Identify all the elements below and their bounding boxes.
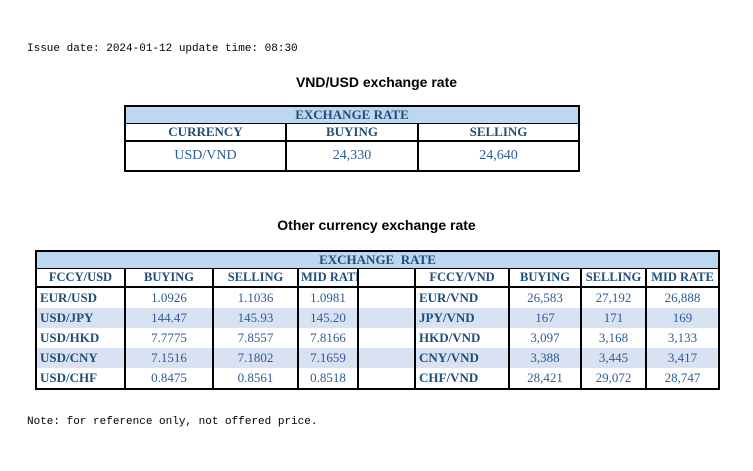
currency-pair-cell: HKD/VND [414,328,510,348]
note-line: Note: for reference only, not offered pr… [27,416,318,428]
buying-rate-cell: 167 [508,308,582,328]
selling-rate-cell: 0.8561 [212,368,299,390]
currency-pair-cell: CNY/VND [414,348,510,368]
buying-rate-cell: 3,388 [508,348,582,368]
currency-pair-cell: USD/CHF [35,368,126,390]
currency-pair-cell: USD/CNY [35,348,126,368]
col-header-buying-left: BUYING [124,268,214,288]
table-row: EUR/USD 1.0926 1.1036 1.0981 EUR/VND 26,… [35,287,721,308]
spacer-header-cell [357,268,416,288]
spacer-cell [357,348,416,368]
spacer-cell [357,287,416,308]
other-rates-table: EXCHANGE RATE FCCY/USD BUYING SELLING MI… [34,250,721,390]
selling-rate-cell: 24,640 [417,140,580,172]
banner-row: EXCHANGE RATE [34,250,721,269]
header-row: CURRENCY BUYING SELLING [124,123,580,142]
mid-rate-cell: 3,133 [644,328,721,348]
buying-rate-cell: 1.0926 [124,287,214,308]
mid-rate-cell: 7.1659 [297,348,359,368]
col-header-buying: BUYING [285,123,419,142]
buying-rate-cell: 7.1516 [124,348,214,368]
mid-rate-cell: 28,747 [644,368,721,390]
spacer-cell [357,328,416,348]
col-header-fccy-usd: FCCY/USD [35,268,126,288]
mid-rate-cell: 145.20 [297,308,359,328]
mid-rate-cell: 3,417 [644,348,721,368]
buying-rate-cell: 24,330 [285,140,419,172]
currency-pair-cell: EUR/USD [35,287,126,308]
selling-rate-cell: 7.1802 [212,348,299,368]
issue-date-line: Issue date: 2024-01-12 update time: 08:3… [27,43,298,55]
exchange-rate-banner: EXCHANGE RATE [124,105,580,124]
table-row: USD/VND 24,330 24,640 [124,140,580,172]
currency-pair-cell: CHF/VND [414,368,510,390]
usd-table-title: VND/USD exchange rate [295,74,458,90]
col-header-midrate-right: MID RATE [644,268,721,288]
buying-rate-cell: 26,583 [508,287,582,308]
header-row: FCCY/USD BUYING SELLING MID RATE FCCY/VN… [35,268,721,288]
col-header-selling-left: SELLING [212,268,299,288]
currency-pair-cell: JPY/VND [414,308,510,328]
spacer-cell [357,368,416,390]
col-header-selling-right: SELLING [580,268,647,288]
col-header-fccy-vnd: FCCY/VND [414,268,510,288]
col-header-buying-right: BUYING [508,268,582,288]
selling-rate-cell: 3,445 [580,348,647,368]
table-row: USD/CNY 7.1516 7.1802 7.1659 CNY/VND 3,3… [35,348,721,368]
buying-rate-cell: 28,421 [508,368,582,390]
mid-rate-cell: 169 [644,308,721,328]
buying-rate-cell: 144.47 [124,308,214,328]
buying-rate-cell: 3,097 [508,328,582,348]
mid-rate-cell: 26,888 [644,287,721,308]
selling-rate-cell: 3,168 [580,328,647,348]
col-header-currency: CURRENCY [124,123,287,142]
mid-rate-cell: 7.8166 [297,328,359,348]
mid-rate-cell: 1.0981 [297,287,359,308]
table-row: USD/HKD 7.7775 7.8557 7.8166 HKD/VND 3,0… [35,328,721,348]
buying-rate-cell: 0.8475 [124,368,214,390]
currency-pair-cell: USD/HKD [35,328,126,348]
mid-rate-cell: 0.8518 [297,368,359,390]
selling-rate-cell: 29,072 [580,368,647,390]
selling-rate-cell: 171 [580,308,647,328]
banner-row: EXCHANGE RATE [124,105,580,124]
col-header-selling: SELLING [417,123,580,142]
currency-pair-cell: USD/JPY [35,308,126,328]
spacer-cell [357,308,416,328]
selling-rate-cell: 1.1036 [212,287,299,308]
other-table-title: Other currency exchange rate [277,217,476,233]
buying-rate-cell: 7.7775 [124,328,214,348]
usd-rate-table: EXCHANGE RATE CURRENCY BUYING SELLING US… [124,105,580,172]
exchange-rate-banner: EXCHANGE RATE [34,250,721,269]
currency-pair-cell: EUR/VND [414,287,510,308]
selling-rate-cell: 7.8557 [212,328,299,348]
table-row: USD/JPY 144.47 145.93 145.20 JPY/VND 167… [35,308,721,328]
selling-rate-cell: 145.93 [212,308,299,328]
table-row: USD/CHF 0.8475 0.8561 0.8518 CHF/VND 28,… [35,368,721,390]
selling-rate-cell: 27,192 [580,287,647,308]
col-header-midrate-left: MID RATE [297,268,359,288]
currency-pair-cell: USD/VND [124,140,287,172]
